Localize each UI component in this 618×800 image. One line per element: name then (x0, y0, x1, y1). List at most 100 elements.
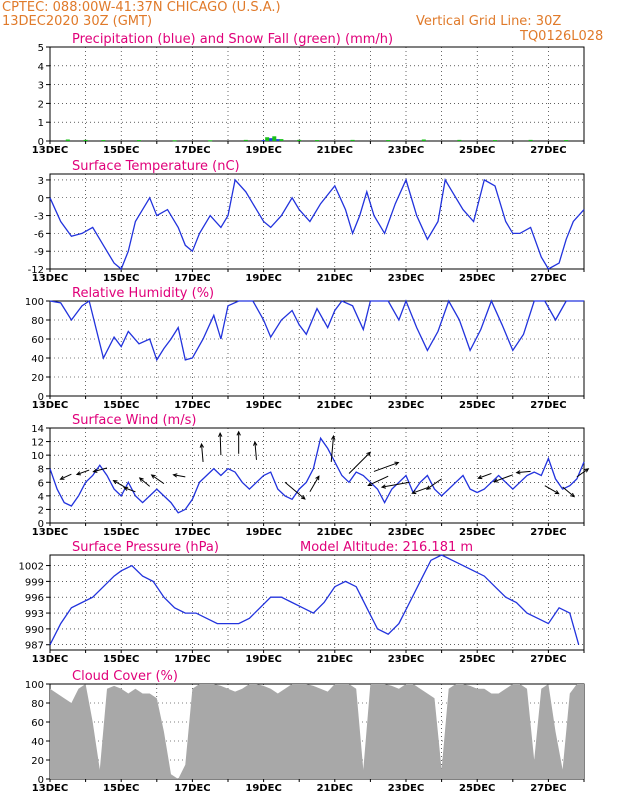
x-tick-label: 27DEC (530, 273, 566, 284)
x-tick-label: 23DEC (388, 273, 424, 284)
wind-arrow (284, 481, 306, 500)
precipitation-bar (261, 140, 266, 142)
x-tick-label: 13DEC (32, 273, 68, 284)
x-tick-label: 17DEC (174, 145, 210, 156)
x-tick-label: 13DEC (32, 400, 68, 411)
y-tick-label: 0 (38, 194, 44, 205)
panel-frame (49, 427, 585, 524)
x-tick-label: 21DEC (317, 783, 353, 794)
wind-arrow (477, 472, 492, 480)
snow_fall-bar (208, 140, 213, 142)
wind-arrow (576, 468, 590, 478)
y-tick-label: 20 (31, 756, 44, 767)
y-tick-label: -12 (28, 265, 44, 276)
snow_fall-bar (101, 140, 106, 142)
x-tick-label: 21DEC (317, 527, 353, 538)
snow_fall-bar (272, 136, 277, 141)
wind-arrow (172, 473, 186, 478)
wind-arrow (562, 486, 576, 498)
header-station: CPTEC: 088:00W-41:37N CHICAGO (U.S.A.) (2, 0, 281, 15)
wind-arrow (515, 470, 531, 475)
y-tick-label: 80 (31, 699, 44, 710)
x-tick-label: 13DEC (32, 783, 68, 794)
panel-frame (49, 300, 585, 397)
series-line (49, 299, 584, 362)
x-tick-label: 19DEC (245, 783, 281, 794)
x-tick-label: 21DEC (317, 273, 353, 284)
panel-title: Cloud Cover (%) (72, 669, 178, 684)
x-tick-label: 19DEC (245, 400, 281, 411)
wind-arrow (75, 469, 90, 476)
y-tick-label: 100 (25, 297, 44, 308)
y-tick-label: 10 (31, 451, 44, 462)
wind-arrow (492, 474, 513, 483)
panel-frame (49, 554, 585, 651)
wind-arrow (380, 481, 410, 489)
x-tick-label: 21DEC (317, 654, 353, 665)
y-tick-label: 0 (38, 392, 44, 403)
snow_fall-bar (172, 140, 177, 142)
y-tick-label: 80 (31, 316, 44, 327)
snow_fall-bar (65, 139, 70, 141)
y-tick-label: 0 (38, 137, 44, 148)
y-tick-label: 20 (31, 373, 44, 384)
x-tick-label: 17DEC (174, 654, 210, 665)
precipitation-bar (275, 139, 280, 141)
y-tick-label: -3 (34, 212, 44, 223)
wind-arrow (150, 474, 165, 485)
cloud-cover-area (50, 684, 584, 779)
x-tick-label: 25DEC (459, 654, 495, 665)
x-tick-label: 15DEC (103, 145, 139, 156)
wind-arrow (373, 461, 400, 472)
x-tick-label: 19DEC (245, 273, 281, 284)
x-tick-label: 21DEC (317, 145, 353, 156)
x-tick-label: 19DEC (245, 654, 281, 665)
y-tick-label: 993 (25, 609, 44, 620)
snow_fall-bar (297, 139, 302, 141)
snow_fall-bar (265, 137, 270, 141)
x-tick-label: 15DEC (103, 783, 139, 794)
y-tick-label: 1002 (19, 562, 44, 573)
series-line (49, 178, 585, 271)
y-tick-label: -6 (34, 229, 44, 240)
panel-frame (49, 173, 585, 270)
x-tick-label: 19DEC (245, 527, 281, 538)
y-tick-label: 40 (31, 737, 44, 748)
x-tick-label: 21DEC (317, 400, 353, 411)
y-tick-label: 100 (25, 680, 44, 691)
y-tick-label: 5 (38, 43, 44, 54)
panel-title: Surface Pressure (hPa) (72, 540, 219, 555)
wind-arrow (236, 430, 241, 454)
y-tick-label: 4 (38, 62, 44, 73)
series-line (49, 436, 585, 514)
x-tick-label: 27DEC (530, 400, 566, 411)
y-tick-label: 0 (38, 519, 44, 530)
x-tick-label: 25DEC (459, 527, 495, 538)
y-tick-label: 987 (25, 641, 44, 652)
snow_fall-bar (137, 140, 141, 142)
wind-arrow (59, 473, 72, 480)
x-tick-label: 23DEC (388, 400, 424, 411)
y-tick-label: 990 (25, 625, 44, 636)
y-tick-label: 3 (38, 81, 44, 92)
header-code: TQ0126L028 (520, 29, 604, 44)
header-grid-line: Vertical Grid Line: 30Z (416, 14, 562, 29)
x-tick-label: 25DEC (459, 783, 495, 794)
x-tick-label: 27DEC (530, 527, 566, 538)
x-tick-label: 25DEC (459, 273, 495, 284)
precipitation-bar (268, 138, 273, 141)
y-tick-label: 40 (31, 354, 44, 365)
x-tick-label: 25DEC (459, 400, 495, 411)
y-tick-label: 999 (25, 577, 44, 588)
wind-arrow (411, 487, 428, 495)
wind-arrow (138, 477, 151, 487)
y-tick-label: 1 (38, 118, 44, 129)
series-line (49, 554, 580, 645)
snow_fall-bar (350, 139, 355, 141)
x-tick-label: 23DEC (388, 783, 424, 794)
x-tick-label: 13DEC (32, 654, 68, 665)
snow_fall-bar (315, 140, 319, 142)
y-tick-label: 4 (38, 492, 44, 503)
x-tick-label: 17DEC (174, 527, 210, 538)
